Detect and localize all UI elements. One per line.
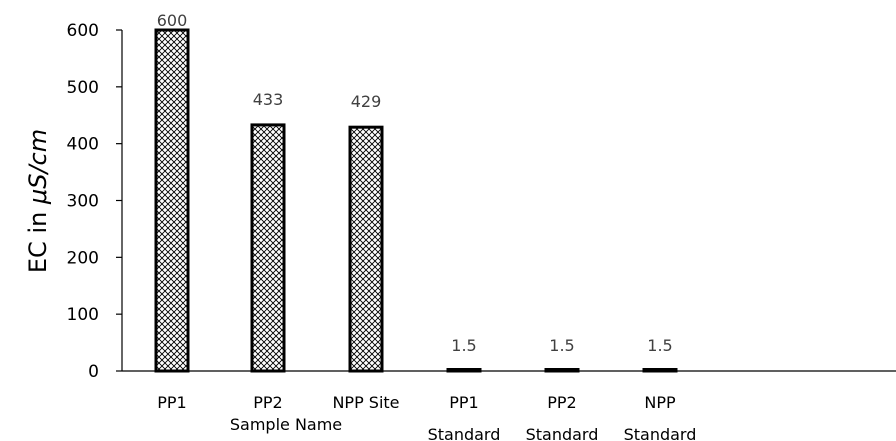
bar — [154, 28, 190, 373]
bars — [154, 28, 678, 373]
y-tick-label: 200 — [67, 248, 99, 268]
x-tick-label-line: NPP Site — [332, 393, 399, 412]
x-tick-label-line: PP1 — [157, 393, 186, 412]
x-tick-label-line: Standard — [624, 425, 697, 441]
y-tick-label: 0 — [88, 362, 99, 382]
y-tick-label: 300 — [67, 192, 99, 212]
x-axis-tick-labels: PP1 PP2 NPP Site PP1 Standard PP2 Standard NPP S… — [157, 393, 696, 441]
y-tick-label: 600 — [67, 21, 99, 41]
x-tick-label-line: PP2 — [253, 393, 282, 412]
y-axis-title: EC in μS/cm — [24, 129, 52, 273]
bar — [250, 123, 286, 373]
x-tick-label: NPP Standard — [624, 393, 697, 441]
x-tick-label: PP2 Standard — [526, 393, 599, 441]
bar — [544, 368, 580, 373]
x-tick-label: NPP Site — [332, 393, 399, 412]
data-label: 1.5 — [647, 336, 672, 355]
x-tick-label-line: PP1 — [449, 393, 478, 412]
y-tick-label: 400 — [67, 135, 99, 155]
y-tick-label: 500 — [67, 78, 99, 98]
data-label: 433 — [253, 90, 284, 109]
data-label: 429 — [351, 92, 382, 111]
data-label: 600 — [157, 11, 188, 30]
bar — [348, 125, 384, 373]
x-tick-label-line: Standard — [428, 425, 501, 441]
bar — [642, 368, 678, 373]
x-axis-title: Sample Name — [230, 415, 342, 434]
x-tick-label-line: PP2 — [547, 393, 576, 412]
x-tick-label: PP1 — [157, 393, 186, 412]
x-tick-label: PP2 — [253, 393, 282, 412]
x-tick-label: PP1 Standard — [428, 393, 501, 441]
data-label: 1.5 — [549, 336, 574, 355]
data-label: 1.5 — [451, 336, 476, 355]
x-tick-label-line: NPP — [644, 393, 676, 412]
y-tick-label: 100 — [67, 305, 99, 325]
data-labels: 600 433 429 1.5 1.5 1.5 — [157, 11, 673, 355]
bar — [446, 368, 482, 373]
y-axis-title-unit: μS/cm — [24, 129, 52, 205]
y-axis-title-prefix: EC in — [24, 204, 52, 273]
x-tick-label-line: Standard — [526, 425, 599, 441]
y-axis-ticks: 0 100 200 300 400 500 600 — [67, 21, 122, 382]
